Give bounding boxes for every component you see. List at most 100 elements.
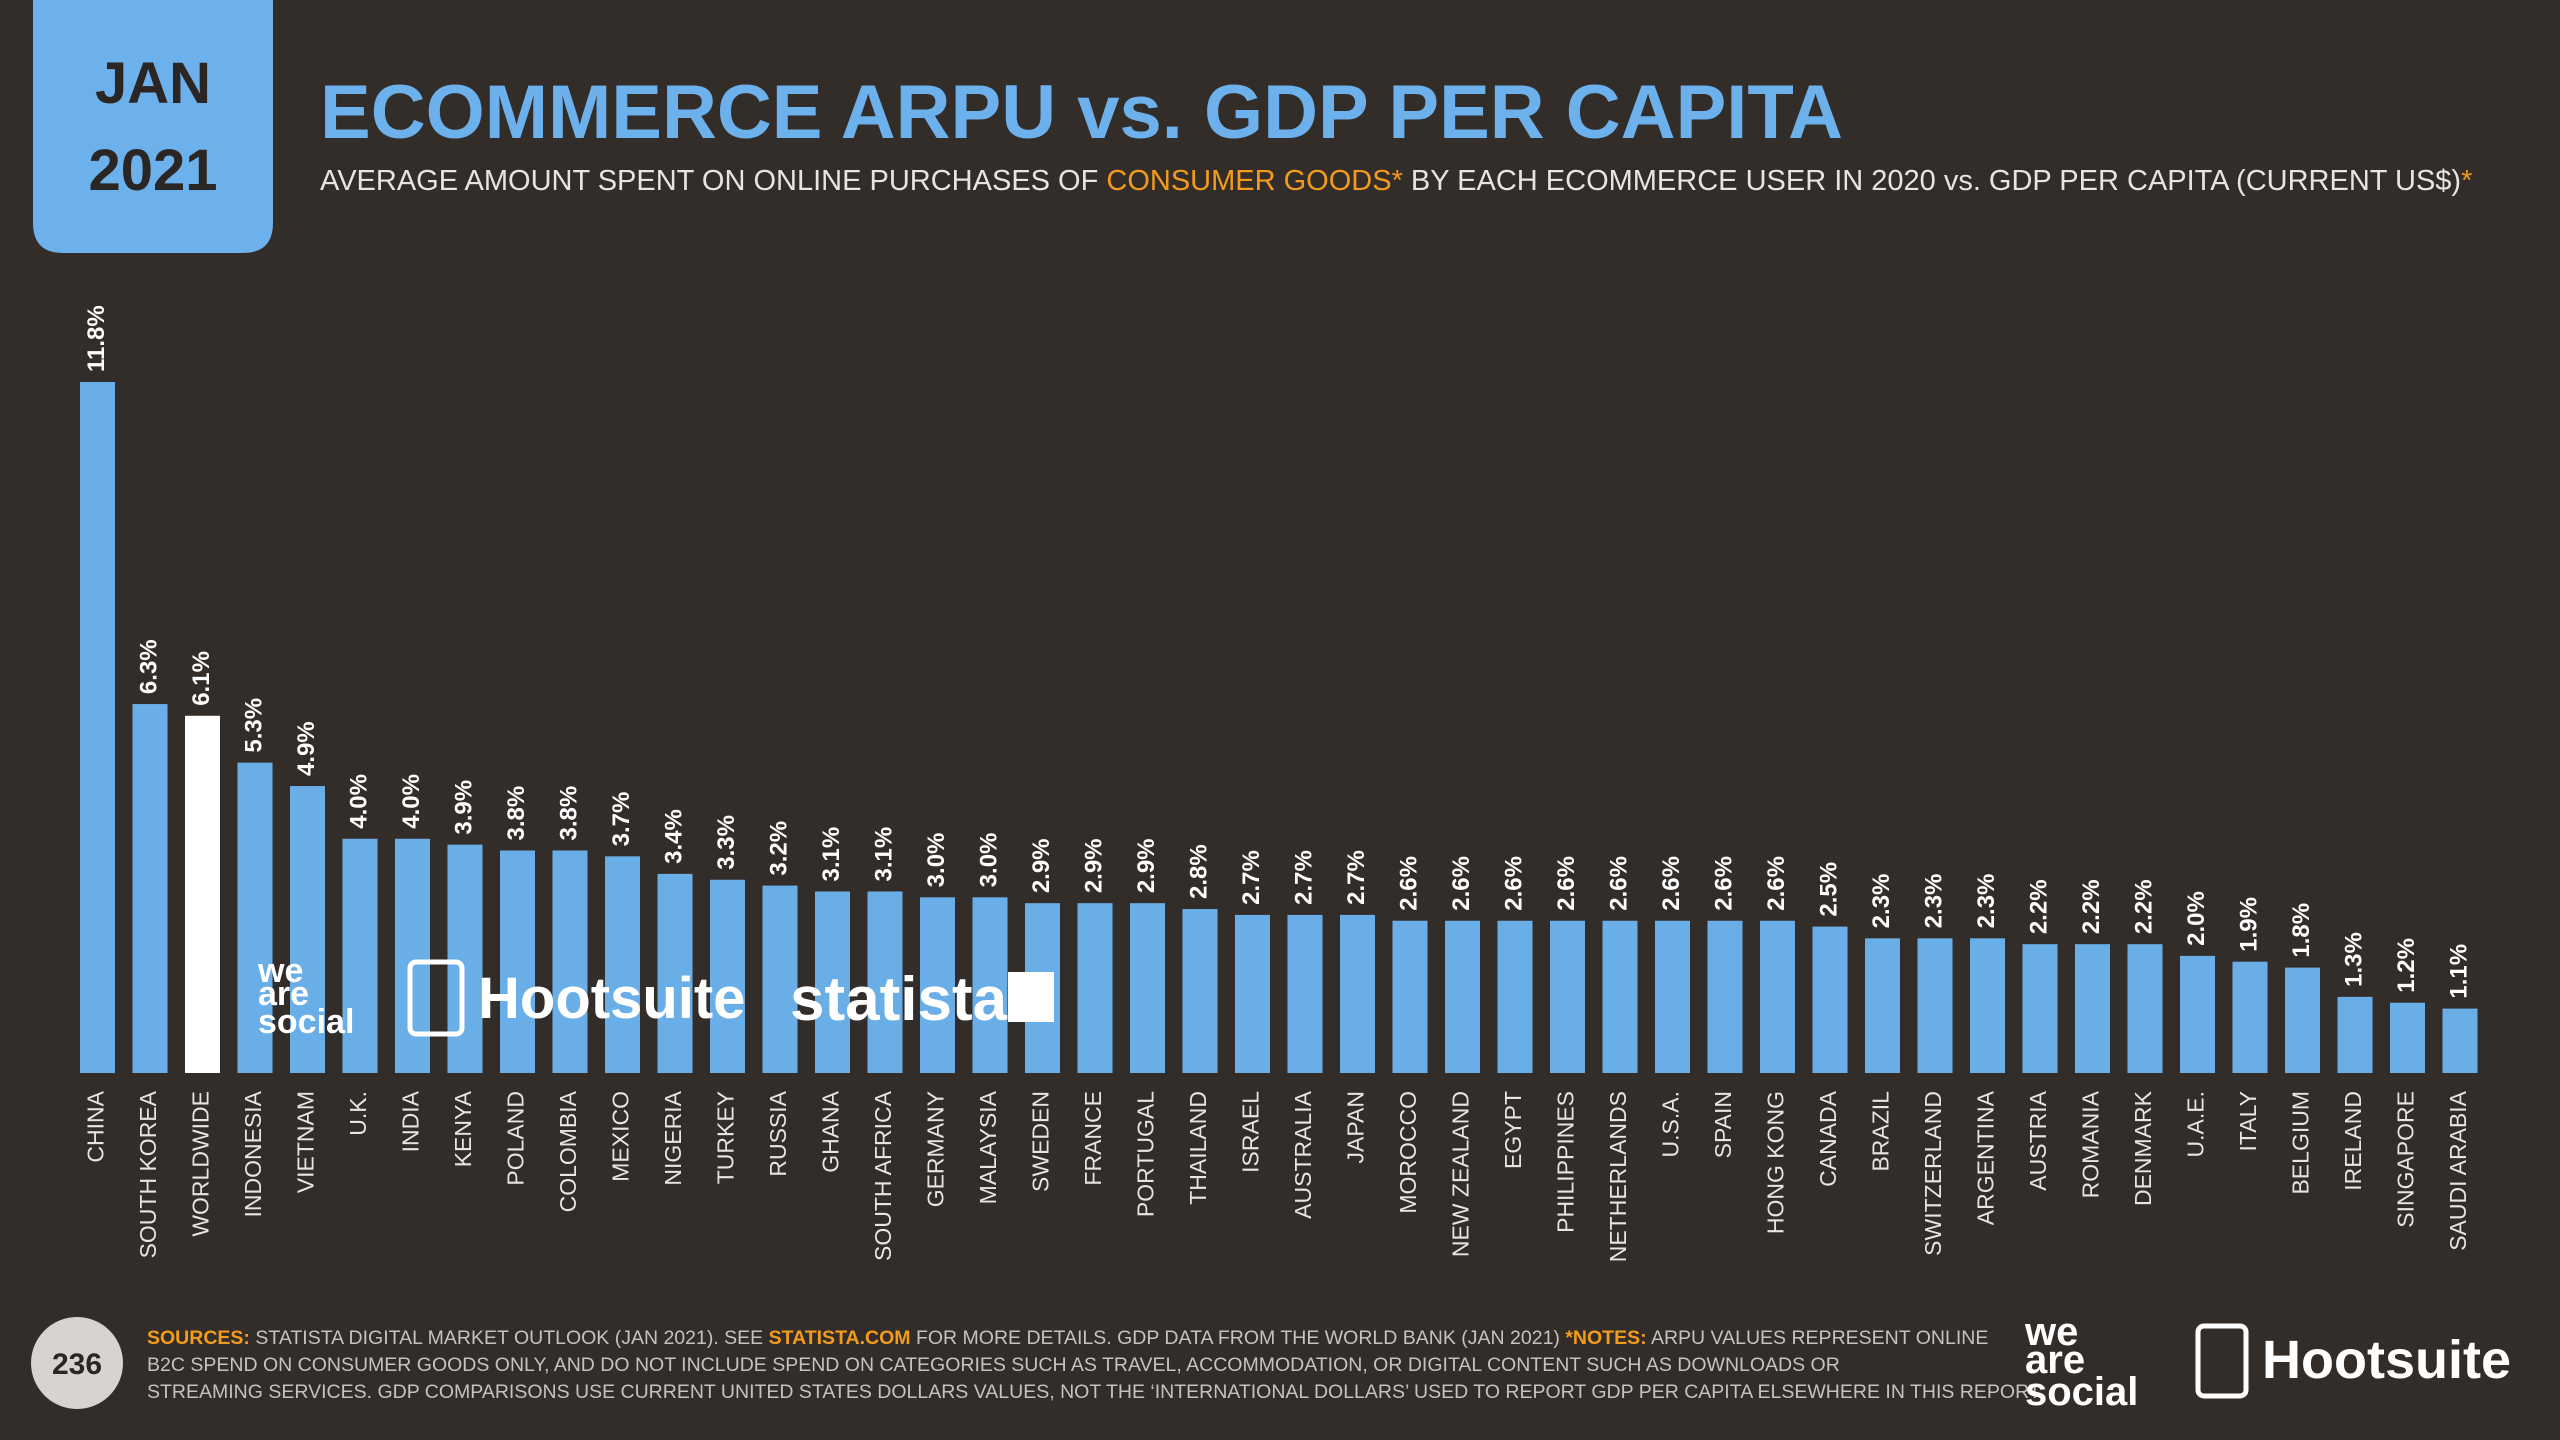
bar	[1445, 920, 1480, 1073]
bar	[2127, 944, 2163, 1073]
bar	[605, 856, 640, 1073]
category-label: AUSTRALIA	[1290, 1090, 1316, 1218]
bar	[1760, 920, 1795, 1073]
footer-part: SOURCES:	[147, 1327, 250, 1349]
bar	[1917, 938, 1953, 1073]
value-label: 5.3%	[240, 698, 267, 753]
category-label: DENMARK	[2130, 1090, 2156, 1206]
bar	[447, 844, 483, 1073]
bar	[657, 873, 693, 1073]
bar	[1130, 903, 1165, 1073]
value-label: 3.2%	[765, 821, 792, 876]
category-label: POLAND	[503, 1091, 529, 1186]
logo-text: are	[258, 975, 309, 1013]
value-label: 2.0%	[2183, 891, 2210, 946]
value-label: 2.6%	[1605, 856, 1632, 911]
value-label: 11.8%	[83, 305, 110, 372]
bar	[1235, 914, 1270, 1073]
subtitle-part: AVERAGE AMOUNT SPENT ON ONLINE PURCHASES…	[320, 165, 1106, 197]
bar	[1970, 938, 2005, 1073]
bar	[1497, 920, 1533, 1073]
bar	[1550, 920, 1585, 1073]
value-label: 3.1%	[818, 827, 845, 882]
owl-icon	[407, 959, 465, 1037]
category-label: SPAIN	[1710, 1091, 1736, 1158]
category-label: ROMANIA	[2078, 1090, 2104, 1198]
footer-line: SOURCES: STATISTA DIGITAL MARKET OUTLOOK…	[147, 1327, 1988, 1349]
category-label: MALAYSIA	[975, 1090, 1001, 1204]
bar	[1812, 926, 1848, 1073]
bar	[1287, 914, 1323, 1073]
value-label: 2.9%	[1080, 838, 1107, 893]
value-label: 2.9%	[1028, 838, 1055, 893]
bar	[80, 382, 115, 1073]
title: ECOMMERCE ARPU vs. GDP PER CAPITA	[320, 70, 1843, 155]
value-label: 2.6%	[1658, 856, 1685, 911]
footer: SOURCES: STATISTA DIGITAL MARKET OUTLOOK…	[147, 1327, 2044, 1403]
logo-text: are	[2025, 1338, 2085, 1382]
value-label: 3.0%	[975, 833, 1002, 888]
category-label: NIGERIA	[660, 1090, 686, 1185]
bar	[552, 850, 588, 1073]
logo-text: we	[2024, 1310, 2078, 1354]
bar	[1602, 920, 1638, 1073]
bar	[2075, 944, 2110, 1073]
category-label: MEXICO	[608, 1091, 634, 1182]
value-label: 2.3%	[1868, 874, 1895, 929]
category-label: AUSTRIA	[2025, 1090, 2051, 1190]
category-label: COLOMBIA	[555, 1090, 581, 1212]
value-label: 2.3%	[1920, 874, 1947, 929]
bar	[1340, 914, 1375, 1073]
bar	[1077, 903, 1113, 1073]
value-label: 2.2%	[2130, 879, 2157, 934]
date-box	[33, 0, 273, 253]
category-label: SINGAPORE	[2393, 1091, 2419, 1228]
bar	[815, 891, 850, 1073]
footer-part: STATISTA.COM	[769, 1327, 911, 1349]
category-label: U.A.E.	[2183, 1091, 2209, 1157]
value-label: 2.6%	[1710, 856, 1737, 911]
category-label: WORLDWIDE	[188, 1091, 214, 1237]
category-label: FRANCE	[1080, 1091, 1106, 1186]
value-label: 2.2%	[2025, 879, 2052, 934]
category-label: SWITZERLAND	[1920, 1091, 1946, 1256]
page-number: 236	[52, 1348, 102, 1381]
value-label: 3.9%	[450, 780, 477, 835]
bar	[395, 838, 430, 1073]
category-label: VIETNAM	[293, 1091, 319, 1193]
date-year: 2021	[88, 138, 217, 203]
footer-line: STREAMING SERVICES. GDP COMPARISONS USE …	[147, 1381, 2044, 1403]
value-label: 2.6%	[1553, 856, 1580, 911]
value-label: 1.2%	[2393, 938, 2420, 993]
category-label: SWEDEN	[1028, 1091, 1054, 1192]
footer-part: ARPU VALUES REPRESENT ONLINE	[1647, 1327, 1989, 1349]
category-label: RUSSIA	[765, 1090, 791, 1176]
value-label: 3.4%	[660, 809, 687, 864]
footer-part: STREAMING SERVICES. GDP COMPARISONS USE …	[147, 1381, 2044, 1403]
value-label: 4.0%	[345, 774, 372, 829]
category-label: CHINA	[83, 1090, 109, 1162]
bar	[185, 715, 220, 1073]
value-label: 2.5%	[1815, 862, 1842, 917]
bar	[342, 838, 378, 1073]
bar	[2390, 1002, 2425, 1073]
footer-part: STATISTA DIGITAL MARKET OUTLOOK (JAN 202…	[250, 1327, 769, 1349]
bar	[1865, 938, 1900, 1073]
footer-line: B2C SPEND ON CONSUMER GOODS ONLY, AND DO…	[147, 1354, 1840, 1376]
category-label: EGYPT	[1500, 1091, 1526, 1169]
value-label: 3.3%	[713, 815, 740, 870]
category-label: GERMANY	[923, 1091, 949, 1207]
bar	[2285, 967, 2320, 1073]
value-label: 2.3%	[1973, 874, 2000, 929]
category-label: HONG KONG	[1763, 1091, 1789, 1234]
bar	[1655, 920, 1690, 1073]
category-label: IRELAND	[2340, 1091, 2366, 1191]
subtitle-part: BY EACH ECOMMERCE USER IN 2020 vs. GDP P…	[1403, 165, 2461, 197]
category-label: BELGIUM	[2288, 1091, 2314, 1195]
category-label: U.K.	[345, 1091, 371, 1136]
logo-text: we	[257, 952, 303, 990]
bar	[867, 891, 903, 1073]
value-label: 1.3%	[2340, 932, 2367, 987]
